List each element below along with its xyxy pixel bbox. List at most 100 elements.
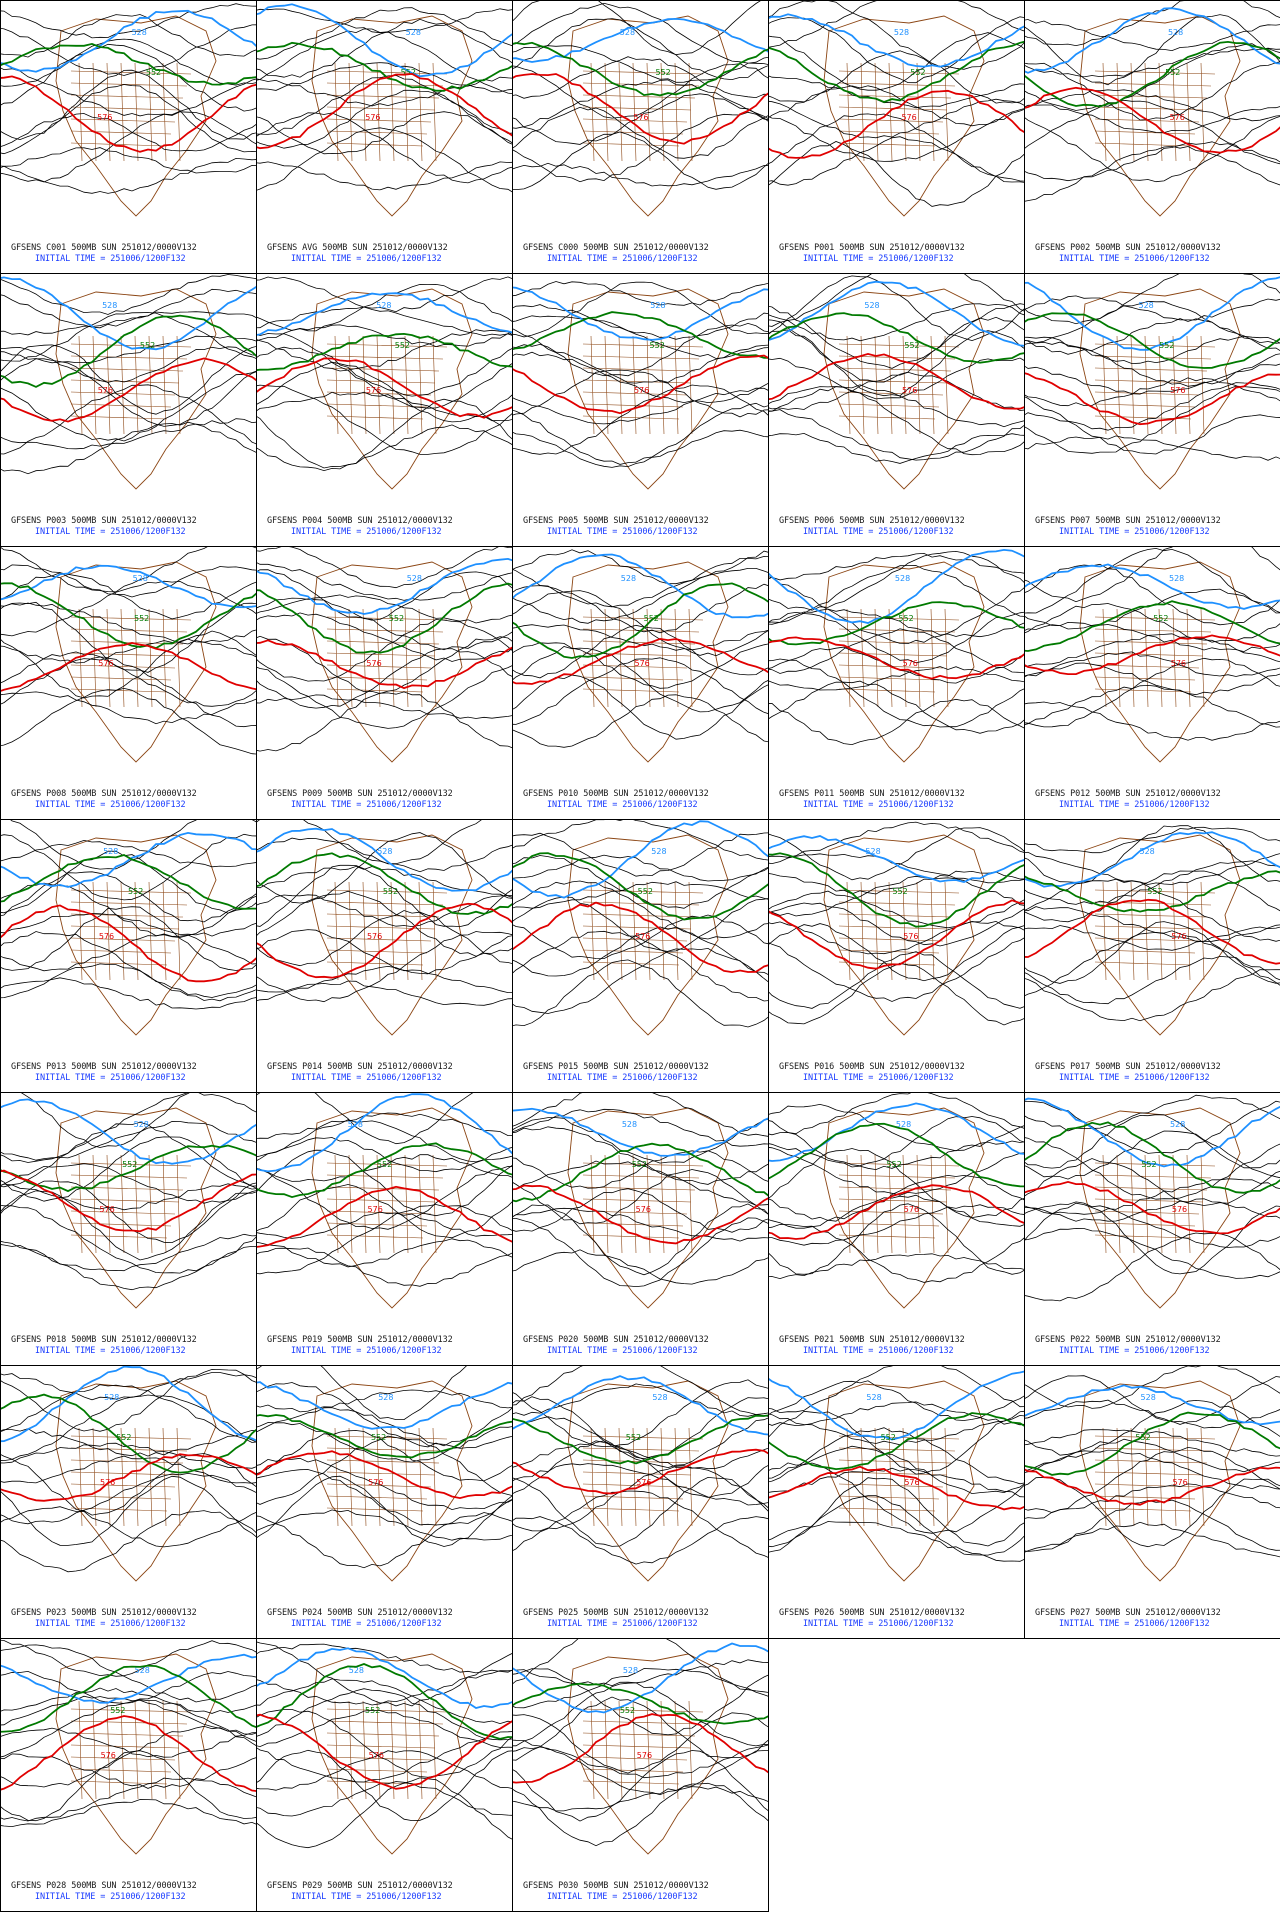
contour-red: [769, 1465, 1024, 1511]
contour-green: [257, 1414, 512, 1459]
contour-green: [769, 312, 1024, 364]
contour-label-red: 576: [1170, 386, 1185, 395]
height-contour: [1, 630, 256, 699]
height-contour: [769, 902, 1024, 947]
height-contour: [1025, 318, 1280, 355]
contour-label-green: 552: [620, 1706, 635, 1715]
contour-label-red: 576: [636, 1478, 651, 1487]
height-contour: [1, 850, 256, 914]
height-contour: [513, 106, 768, 159]
height-contour: [1025, 19, 1280, 52]
contour-blue: [1025, 1384, 1280, 1426]
contour-label-red: 576: [903, 659, 918, 668]
contour-green: [513, 582, 768, 659]
state-boundaries: [1094, 335, 1216, 435]
height-contour: [257, 306, 512, 337]
panel-header: GFSENS P025 500MB SUN 251012/0000V132: [523, 1608, 709, 1618]
height-contour: [769, 113, 1024, 182]
panel-initial-time: INITIAL TIME = 251006/1200F132: [547, 1073, 698, 1083]
contour-blue: [1, 1653, 256, 1704]
state-boundaries: [582, 1154, 704, 1254]
contour-red: [257, 1450, 512, 1500]
height-contour: [769, 1103, 1024, 1152]
height-contour: [1, 1670, 256, 1704]
panel-initial-time: INITIAL TIME = 251006/1200F132: [547, 1346, 698, 1356]
contour-red: [1025, 1180, 1280, 1235]
contour-blue: [769, 1102, 1024, 1162]
height-contour: [257, 1777, 512, 1849]
height-contour: [1025, 1399, 1280, 1456]
contour-label-green: 552: [1135, 1433, 1150, 1442]
contour-red: [1025, 372, 1280, 426]
height-contour: [769, 303, 1024, 342]
panel-header: GFSENS P008 500MB SUN 251012/0000V132: [11, 789, 197, 799]
height-contour: [1, 147, 256, 174]
height-contour: [513, 1366, 768, 1417]
contour-label-blue: 528: [1169, 574, 1184, 583]
contour-red: [257, 639, 512, 690]
ensemble-panel: 528 552 576 GFSENS C001 500MB SUN 251012/00…: [0, 0, 257, 274]
height-contour: [513, 351, 768, 404]
height-contour: [1025, 826, 1280, 854]
contour-green: [1025, 1121, 1280, 1194]
height-contour-map: 528 552 576: [769, 1093, 1024, 1309]
height-contour: [769, 1204, 1024, 1246]
contour-red: [1, 357, 256, 423]
height-contour: [513, 1750, 768, 1822]
contour-blue: [257, 292, 512, 336]
height-contour: [513, 1117, 768, 1164]
height-contour: [1, 69, 256, 141]
state-boundaries: [70, 881, 192, 981]
contour-label-green: 552: [650, 341, 665, 350]
height-contour: [513, 387, 768, 425]
height-contour: [1025, 141, 1280, 182]
height-contour: [1025, 115, 1280, 183]
contour-blue: [1, 9, 256, 73]
height-contour: [257, 910, 512, 967]
height-contour: [1, 1244, 256, 1291]
contour-blue: [1025, 1097, 1280, 1168]
height-contour: [513, 1188, 768, 1233]
contour-blue: [513, 1107, 768, 1157]
height-contour: [513, 646, 768, 713]
height-contour: [1025, 47, 1280, 78]
height-contour-map: 528 552 576: [1025, 1094, 1280, 1309]
height-contour: [257, 346, 512, 409]
panel-initial-time: INITIAL TIME = 251006/1200F132: [547, 800, 698, 810]
contour-label-blue: 528: [1141, 1393, 1156, 1402]
contour-label-red: 576: [97, 113, 112, 122]
contour-label-green: 552: [128, 887, 143, 896]
height-contour: [257, 1211, 512, 1239]
height-contour: [257, 361, 512, 423]
contour-red: [769, 1184, 1024, 1240]
height-contour: [1025, 89, 1280, 122]
coastline-outline: [55, 15, 217, 217]
height-contour: [257, 18, 512, 78]
contour-label-red: 576: [1172, 1205, 1187, 1214]
height-contour: [1, 547, 256, 593]
contour-label-blue: 528: [1168, 28, 1183, 37]
panel-initial-time: INITIAL TIME = 251006/1200F132: [547, 1892, 698, 1902]
contour-blue: [769, 835, 1024, 884]
contour-label-red: 576: [902, 386, 917, 395]
state-boundaries: [326, 1154, 448, 1254]
height-contour: [1025, 955, 1280, 1005]
contour-red: [1, 75, 256, 153]
ensemble-panel: 528 552 576 GFSENS P028 500MB SUN 251012/00…: [0, 1638, 257, 1912]
height-contour: [257, 832, 512, 904]
height-contour: [769, 357, 1024, 400]
height-contour: [769, 50, 1024, 104]
contour-red: [769, 89, 1024, 159]
height-contour-map: 528 552 576: [257, 1093, 512, 1309]
height-contour-map: 528 552 576: [1025, 274, 1280, 490]
ensemble-panel: 528 552 576 GFSENS P008 500MB SUN 251012/00…: [0, 546, 257, 820]
height-contour: [257, 1184, 512, 1239]
contour-blue: [513, 553, 768, 619]
coastline-outline: [311, 288, 473, 490]
contour-blue: [1, 276, 256, 351]
state-boundaries: [1094, 1427, 1216, 1527]
height-contour: [769, 141, 1024, 207]
height-contour: [257, 1469, 512, 1526]
height-contour: [257, 837, 512, 873]
height-contour: [1025, 1201, 1280, 1248]
